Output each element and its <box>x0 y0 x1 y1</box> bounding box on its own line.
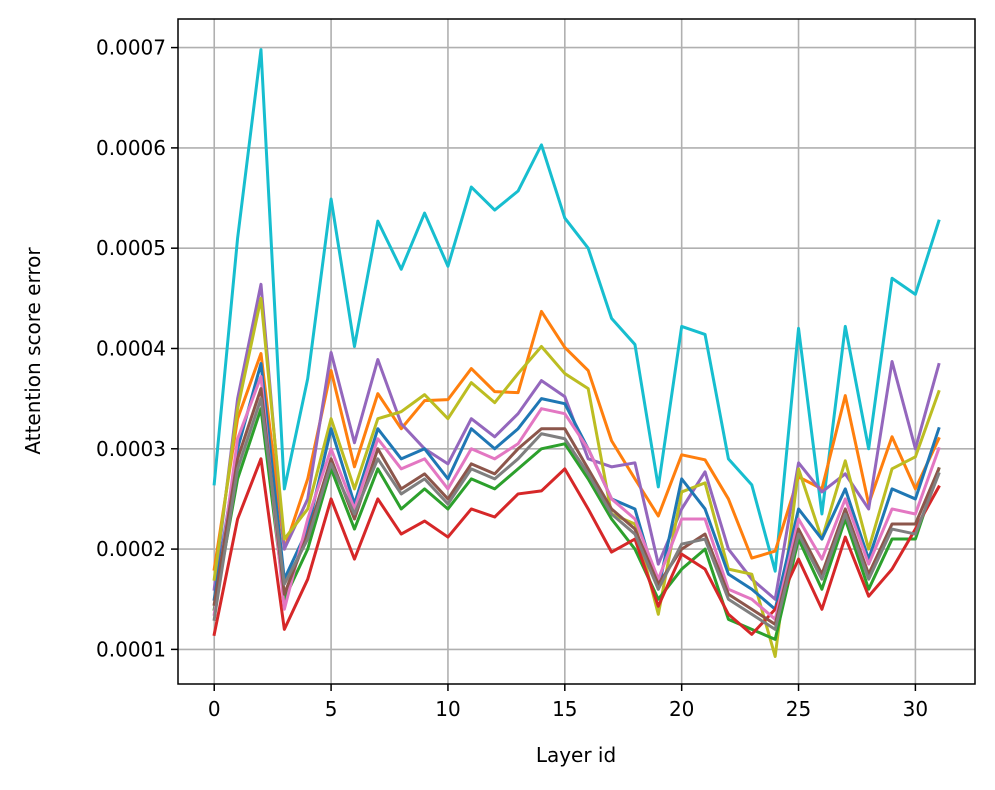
y-tick-label: 0.0004 <box>96 336 166 360</box>
y-axis: 0.0001 0.0002 0.0003 0.0004 0.0005 0.0006 0.00… <box>96 36 178 661</box>
x-tick-label: 30 <box>903 697 928 721</box>
y-tick-label: 0.0003 <box>96 437 166 461</box>
series-line-5 <box>212 362 941 611</box>
x-axis: 0 5 10 15 20 25 30 <box>208 684 928 721</box>
series-line-6 <box>212 407 941 641</box>
y-tick-label: 0.0007 <box>96 36 166 60</box>
x-tick-label: 15 <box>552 697 577 721</box>
y-tick-label: 0.0005 <box>96 236 166 260</box>
plot-frame <box>177 18 976 685</box>
series-line-7 <box>212 457 941 637</box>
x-tick-label: 25 <box>786 697 811 721</box>
series-line-10 <box>212 397 941 631</box>
series-line-1 <box>212 48 941 573</box>
y-axis-label: Attention score error <box>21 247 45 455</box>
x-tick-label: 0 <box>208 697 221 721</box>
y-tick-label: 0.0006 <box>96 136 166 160</box>
series-line-4 <box>212 296 941 658</box>
series-line-8 <box>212 375 941 621</box>
x-tick-label: 20 <box>669 697 694 721</box>
x-axis-label: Layer id <box>536 743 616 767</box>
series-layer <box>212 48 941 658</box>
y-tick-label: 0.0001 <box>96 637 166 661</box>
x-tick-label: 10 <box>435 697 460 721</box>
y-tick-label: 0.0002 <box>96 537 166 561</box>
x-tick-label: 5 <box>325 697 338 721</box>
